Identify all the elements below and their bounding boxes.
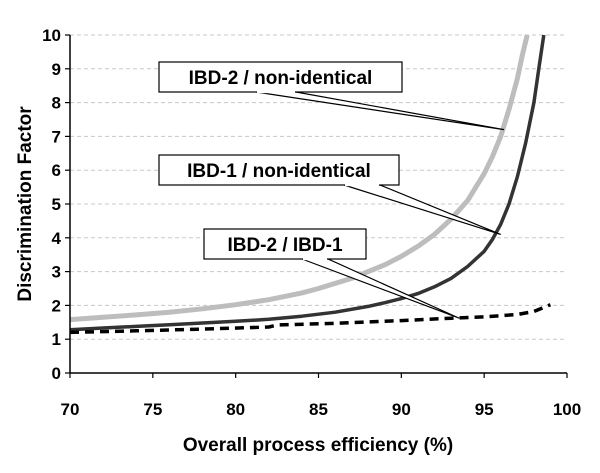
callout-box	[203, 228, 367, 260]
series-ibd1-nonidentical-line	[69, 34, 546, 332]
y-tick-label: 8	[52, 94, 61, 113]
x-tick-label: 70	[61, 400, 80, 419]
y-axis-title: Discrimination Factor	[15, 106, 36, 302]
y-tick-label: 0	[52, 364, 61, 383]
x-tick-label: 90	[392, 400, 411, 419]
x-tick-label: 95	[475, 400, 494, 419]
x-tick-label: 100	[553, 400, 581, 419]
y-tick-label: 9	[52, 60, 61, 79]
series-ibd2-ibd1-line	[69, 303, 552, 335]
callout-label: IBD-1 / non-identical	[187, 161, 371, 182]
x-axis-title: Overall process efficiency (%)	[183, 435, 453, 456]
series-ibd2-nonidentical-line	[69, 34, 530, 323]
callout-label: IBD-2 / non-identical	[189, 68, 373, 89]
callouts: IBD-2 / non-identical IBD-1 / non-identic…	[158, 61, 505, 319]
y-tick-label: 1	[52, 330, 61, 349]
callout-label: IBD-2 / IBD-1	[227, 235, 343, 256]
y-tick-label: 10	[42, 26, 61, 45]
x-tick-labels: 70 75 80 85 90 95 100	[61, 373, 581, 419]
y-tick-label: 7	[52, 127, 61, 146]
x-tick-label: 80	[226, 400, 245, 419]
x-tick-label: 75	[143, 400, 162, 419]
series-group	[69, 34, 552, 335]
y-tick-label: 5	[52, 195, 61, 214]
y-tick-labels: 0 1 2 3 4 5 6 7 8 9 10	[42, 26, 70, 383]
callout-box	[158, 154, 400, 186]
y-tick-label: 6	[52, 161, 61, 180]
y-tick-label: 4	[52, 229, 62, 248]
y-tick-label: 2	[52, 296, 61, 315]
y-tick-label: 3	[52, 263, 61, 282]
x-tick-label: 85	[309, 400, 328, 419]
